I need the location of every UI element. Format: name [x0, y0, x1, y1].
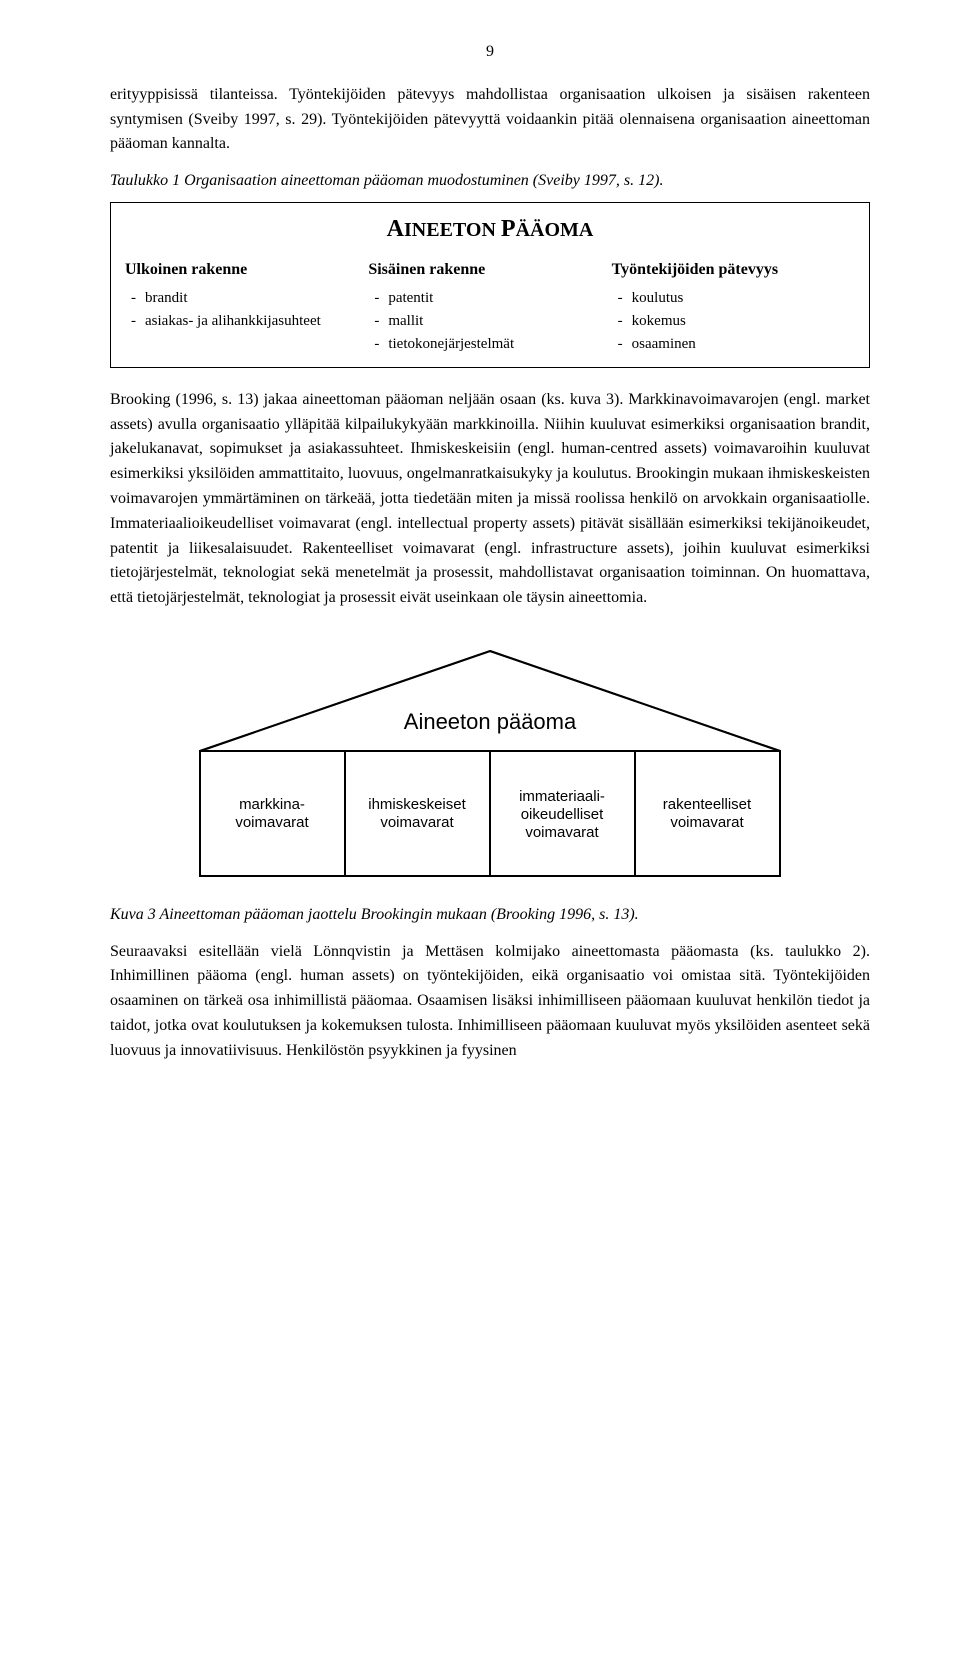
table-col-1: Ulkoinen rakenne -brandit -asiakas- ja a…	[125, 258, 368, 357]
paragraph-3: Seuraavaksi esitellään vielä Lönnqvistin…	[110, 940, 870, 1064]
box3-line2: oikeudelliset	[521, 806, 604, 823]
table-heading: AINEETON PÄÄOMA	[111, 211, 869, 248]
table-aineeton-paaoma: AINEETON PÄÄOMA Ulkoinen rakenne -brandi…	[110, 202, 870, 368]
dash-icon: -	[368, 310, 388, 333]
box2-line2: voimavarat	[380, 814, 454, 831]
dash-icon: -	[368, 333, 388, 356]
list-text: koulutus	[632, 287, 845, 310]
list-text: kokemus	[632, 310, 845, 333]
table-columns: Ulkoinen rakenne -brandit -asiakas- ja a…	[111, 258, 869, 357]
list-text: asiakas- ja alihankkijasuhteet	[145, 310, 358, 333]
list-text: tietokonejärjestelmät	[388, 333, 601, 356]
list-text: patentit	[388, 287, 601, 310]
house-roof	[200, 651, 780, 751]
list-item: -tietokonejärjestelmät	[368, 333, 601, 356]
table-caption: Taulukko 1 Organisaation aineettoman pää…	[110, 169, 870, 194]
list-item: -kokemus	[612, 310, 845, 333]
list-text: brandit	[145, 287, 358, 310]
table-col-3: Työntekijöiden pätevyys -koulutus -kokem…	[612, 258, 855, 357]
figure-caption: Kuva 3 Aineettoman pääoman jaottelu Broo…	[110, 903, 870, 928]
table-heading-rest-2: ÄÄOMA	[516, 219, 594, 241]
col3-title: Työntekijöiden pätevyys	[612, 258, 845, 283]
list-text: mallit	[388, 310, 601, 333]
col1-title: Ulkoinen rakenne	[125, 258, 358, 283]
list-text: osaaminen	[632, 333, 845, 356]
list-item: -koulutus	[612, 287, 845, 310]
dash-icon: -	[125, 287, 145, 310]
list-item: -brandit	[125, 287, 358, 310]
dash-icon: -	[612, 333, 632, 356]
box3-line3: voimavarat	[525, 824, 599, 841]
box1-line2: voimavarat	[235, 814, 309, 831]
table-col-2: Sisäinen rakenne -patentit -mallit -tiet…	[368, 258, 611, 357]
box4-line1: rakenteelliset	[663, 796, 752, 813]
dash-icon: -	[125, 310, 145, 333]
dash-icon: -	[612, 287, 632, 310]
figure-house-diagram: Aineeton pääoma markkina- voimavarat ihm…	[110, 641, 870, 891]
dash-icon: -	[612, 310, 632, 333]
col3-list: -koulutus -kokemus -osaaminen	[612, 287, 845, 357]
page-number: 9	[110, 40, 870, 65]
paragraph-1: erityyppisissä tilanteissa. Työntekijöid…	[110, 83, 870, 157]
list-item: -osaaminen	[612, 333, 845, 356]
roof-label: Aineeton pääoma	[404, 709, 577, 734]
box2-line1: ihmiskeskeiset	[368, 796, 466, 813]
table-heading-cap-p: P	[501, 216, 516, 242]
table-heading-cap-a: A	[387, 216, 404, 242]
house-svg: Aineeton pääoma markkina- voimavarat ihm…	[180, 641, 800, 891]
list-item: -mallit	[368, 310, 601, 333]
col2-title: Sisäinen rakenne	[368, 258, 601, 283]
box3-line1: immateriaali-	[519, 788, 605, 805]
list-item: -patentit	[368, 287, 601, 310]
table-heading-rest-1: INEETON	[404, 219, 501, 241]
box1-line1: markkina-	[239, 796, 305, 813]
paragraph-2: Brooking (1996, s. 13) jakaa aineettoman…	[110, 388, 870, 611]
list-item: -asiakas- ja alihankkijasuhteet	[125, 310, 358, 333]
col1-list: -brandit -asiakas- ja alihankkijasuhteet	[125, 287, 358, 334]
col2-list: -patentit -mallit -tietokonejärjestelmät	[368, 287, 601, 357]
box4-line2: voimavarat	[670, 814, 744, 831]
dash-icon: -	[368, 287, 388, 310]
